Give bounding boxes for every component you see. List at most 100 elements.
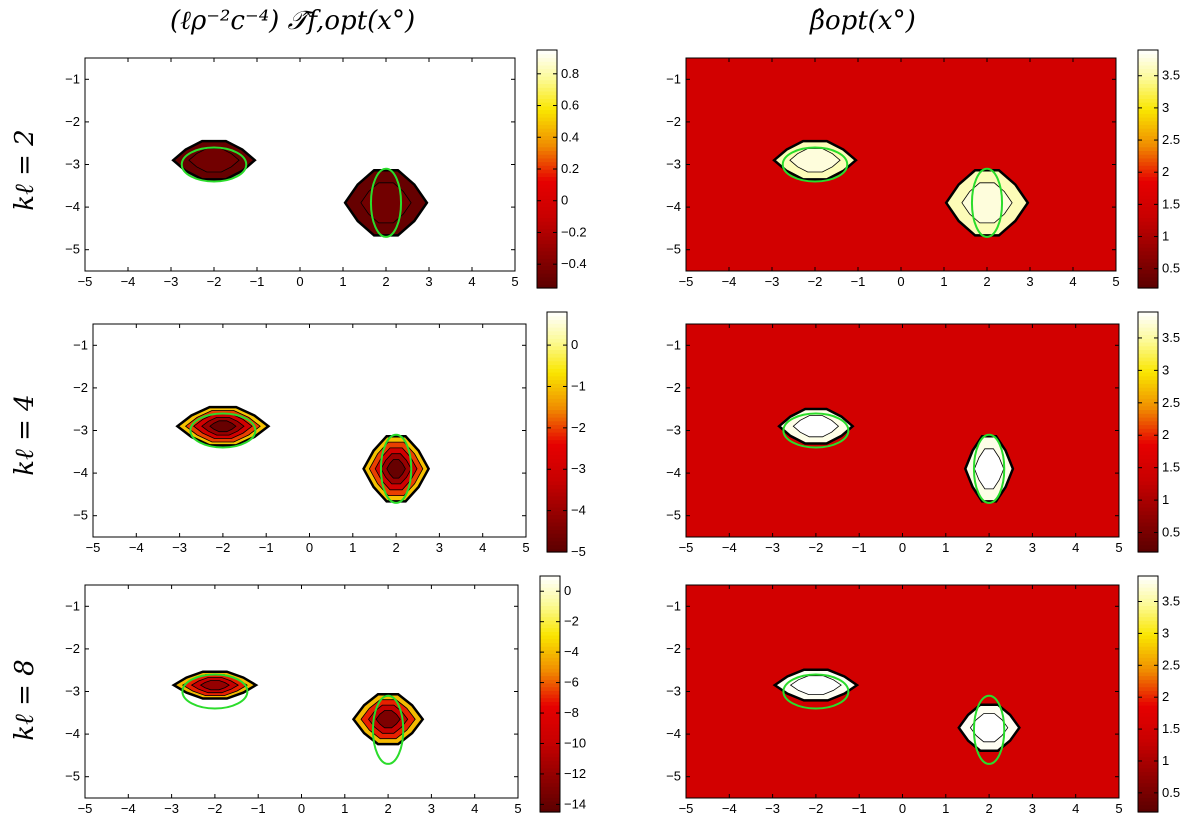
- colorbar-band: [1138, 165, 1158, 170]
- colorbar-band: [1138, 254, 1158, 259]
- colorbar-band: [540, 778, 560, 784]
- colorbar-band: [1138, 544, 1158, 549]
- colorbar-band: [1138, 161, 1158, 166]
- colorbar-band: [540, 793, 560, 798]
- colorbar-band: [537, 284, 557, 289]
- contour-level: [386, 459, 406, 479]
- colorbar-tick-label: 3: [1162, 100, 1169, 115]
- colorbar-band: [1138, 653, 1158, 658]
- colorbar-band: [540, 804, 560, 809]
- x-tick-label: −1: [251, 801, 266, 816]
- blob-1: [351, 693, 425, 746]
- colorbar-band: [540, 690, 560, 695]
- colorbar-band: [537, 180, 557, 185]
- colorbar-band: [1138, 398, 1158, 403]
- colorbar-band: [537, 161, 557, 166]
- blob-1: [343, 169, 429, 237]
- y-tick-label: −5: [73, 508, 88, 523]
- colorbar-band: [1138, 727, 1158, 732]
- colorbar-band: [540, 694, 560, 699]
- colorbar-band: [1138, 258, 1158, 263]
- colorbar-band: [1138, 360, 1158, 366]
- colorbar-band: [1138, 507, 1158, 512]
- colorbar-band: [1138, 105, 1158, 111]
- colorbar-frame: [546, 311, 568, 553]
- colorbar-band: [1138, 797, 1158, 802]
- colorbar-band: [1138, 247, 1158, 252]
- colorbar-band: [547, 443, 567, 448]
- colorbar-band: [537, 154, 557, 159]
- scatterer-ellipse-0: [181, 673, 249, 710]
- colorbar-band: [1138, 730, 1158, 736]
- colorbar-band: [1138, 109, 1158, 114]
- colorbar-band: [1138, 587, 1158, 592]
- colorbar-band: [540, 808, 560, 813]
- x-tick-label: 0: [899, 540, 906, 555]
- colorbar-band: [540, 616, 560, 621]
- colorbar-band: [537, 232, 557, 237]
- blob-1: [944, 169, 1030, 237]
- blob-0: [777, 407, 855, 445]
- x-tick-label: −2: [207, 801, 222, 816]
- scatterer-ellipse-1: [379, 433, 413, 504]
- colorbar-band: [537, 131, 557, 137]
- colorbar-band: [1138, 261, 1158, 267]
- colorbar-band: [540, 800, 560, 806]
- x-tick-label: −2: [808, 801, 823, 816]
- colorbar-band: [537, 116, 557, 122]
- contour-level: [961, 182, 1013, 224]
- colorbar-band: [1138, 98, 1158, 103]
- colorbar-band: [1138, 789, 1158, 795]
- colorbar-band: [1138, 623, 1158, 629]
- colorbar-band: [540, 734, 560, 739]
- colorbar-band: [547, 525, 567, 531]
- colorbar-band: [547, 390, 567, 396]
- colorbar-band: [537, 250, 557, 256]
- colorbar-band: [1138, 420, 1158, 426]
- colorbar-band: [547, 417, 567, 422]
- colorbar-band: [1138, 804, 1158, 809]
- x-tick-label: 5: [522, 540, 529, 555]
- colorbar-band: [547, 387, 567, 392]
- colorbar-tick-label: 2: [1162, 164, 1169, 179]
- x-tick-label: 1: [940, 274, 947, 289]
- colorbar-band: [540, 668, 560, 673]
- colorbar-frame: [1137, 49, 1159, 289]
- colorbar-band: [1138, 771, 1158, 776]
- x-tick-label: 2: [382, 274, 389, 289]
- y-tick-label: −4: [666, 726, 681, 741]
- colorbar-band: [547, 447, 567, 452]
- colorbar-band: [1138, 775, 1158, 780]
- y-tick-label: −3: [65, 684, 80, 699]
- x-tick-label: −2: [207, 274, 222, 289]
- colorbar-band: [540, 675, 560, 680]
- colorbar-band: [540, 660, 560, 666]
- colorbar-band: [1138, 671, 1158, 677]
- colorbar-band: [1138, 598, 1158, 603]
- colorbar-band: [1138, 124, 1158, 129]
- colorbar-tick-label: 0.4: [561, 129, 579, 144]
- y-tick-label: −3: [666, 423, 681, 438]
- colorbar-band: [1138, 701, 1158, 706]
- colorbar-band: [1138, 749, 1158, 754]
- colorbar-band: [1138, 668, 1158, 673]
- colorbar-band: [547, 357, 567, 362]
- colorbar-band: [547, 488, 567, 493]
- colorbar-tick-label: 0.8: [561, 66, 579, 81]
- colorbar-band: [540, 697, 560, 702]
- colorbar-band: [1138, 87, 1158, 92]
- colorbar-band: [1138, 424, 1158, 429]
- colorbar-band: [547, 540, 567, 546]
- colorbar-band: [1138, 782, 1158, 787]
- y-tick-label: −2: [666, 641, 681, 656]
- colorbar-band: [537, 53, 557, 59]
- colorbar-band: [1138, 187, 1158, 192]
- colorbar-band: [1138, 172, 1158, 178]
- colorbar-band: [1138, 620, 1158, 625]
- x-tick-label: −2: [215, 540, 230, 555]
- plot-background: [686, 324, 1119, 537]
- x-tick-label: 1: [349, 540, 356, 555]
- plot-background: [686, 585, 1119, 798]
- colorbar-band: [1138, 169, 1158, 174]
